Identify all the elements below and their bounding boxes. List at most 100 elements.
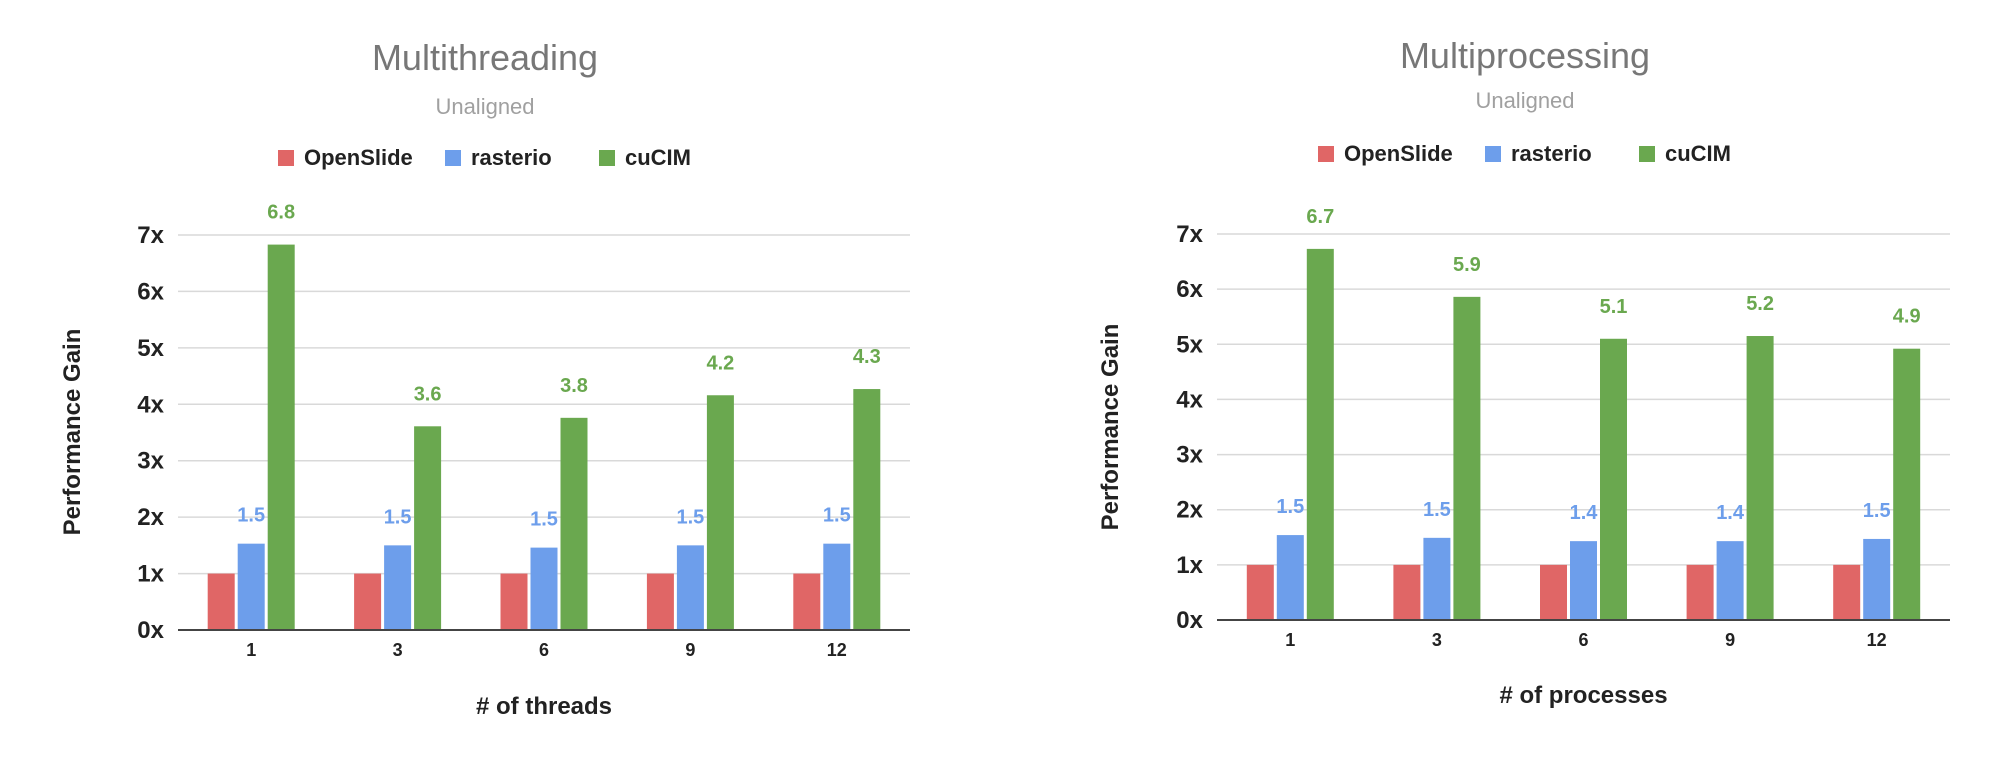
x-tick-label: 9 (685, 640, 695, 660)
legend-label-cucim: cuCIM (625, 145, 691, 170)
data-label-cucim-6: 3.8 (560, 375, 588, 397)
y-tick-label: 2x (137, 504, 164, 531)
legend-label-rasterio: rasterio (471, 145, 552, 170)
bar-cucim-9 (1746, 336, 1774, 620)
data-label-rasterio-3: 1.5 (384, 506, 412, 528)
bar-cucim-9 (706, 395, 734, 630)
y-tick-label: 2x (1176, 497, 1203, 524)
legend: OpenSlide rasterio cuCIM (1318, 141, 1731, 166)
legend-swatch-cucim (1639, 146, 1655, 162)
bar-cucim-3 (1453, 296, 1481, 620)
x-tick-label: 12 (1867, 630, 1887, 650)
bar-rasterio-9 (1716, 541, 1744, 620)
data-label-cucim-6: 5.1 (1600, 296, 1628, 318)
data-label-cucim-3: 5.9 (1453, 254, 1481, 276)
bar-openslide-12 (1833, 564, 1861, 620)
bar-cucim-6 (1600, 338, 1627, 620)
x-tick-label: 1 (1285, 630, 1295, 650)
data-label-cucim-3: 3.6 (414, 383, 442, 405)
x-axis-title: # of threads (476, 693, 612, 720)
bar-cucim-3 (414, 426, 442, 630)
multithreading-chart: Multithreading Unaligned OpenSlide rasterio… (59, 37, 910, 720)
chart-title: Multithreading (372, 37, 598, 78)
y-tick-label: 0x (137, 617, 164, 644)
chart-subtitle: Unaligned (435, 94, 534, 119)
bar-rasterio-12 (1863, 538, 1891, 620)
bar-rasterio-6 (1570, 541, 1597, 620)
multiprocessing-chart: Multiprocessing Unaligned OpenSlide rasteri… (1097, 35, 1950, 709)
bar-cucim-1 (267, 244, 295, 631)
data-label-cucim-12: 4.3 (853, 346, 881, 368)
y-tick-label: 5x (1176, 331, 1203, 358)
bar-rasterio-3 (384, 545, 412, 630)
y-axis-title: Performance Gain (1097, 324, 1124, 531)
y-axis-title: Performance Gain (59, 329, 86, 536)
bar-cucim-12 (853, 389, 881, 630)
data-label-rasterio-6: 1.4 (1570, 502, 1599, 524)
legend-swatch-openslide (278, 150, 294, 166)
bar-rasterio-6 (530, 547, 558, 630)
data-label-cucim-9: 5.2 (1746, 293, 1774, 315)
y-tick-label: 0x (1176, 607, 1203, 634)
bar-openslide-6 (1540, 564, 1567, 620)
data-label-rasterio-12: 1.5 (823, 505, 851, 527)
data-label-rasterio-1: 1.5 (237, 505, 265, 527)
legend-swatch-rasterio (445, 150, 461, 166)
bar-rasterio-1 (1276, 535, 1304, 620)
y-tick-label: 1x (137, 561, 164, 588)
y-tick-label: 3x (137, 448, 164, 475)
data-label-cucim-9: 4.2 (706, 352, 734, 374)
bar-openslide-3 (1393, 564, 1421, 620)
x-tick-label: 6 (1578, 630, 1588, 650)
bar-rasterio-1 (237, 543, 265, 630)
legend: OpenSlide rasterio cuCIM (278, 145, 691, 170)
bar-rasterio-3 (1423, 537, 1451, 620)
data-label-rasterio-6: 1.5 (530, 509, 558, 531)
bar-openslide-6 (500, 573, 528, 630)
bar-cucim-12 (1893, 348, 1921, 620)
legend-swatch-rasterio (1485, 146, 1501, 162)
data-label-rasterio-12: 1.5 (1863, 500, 1891, 522)
y-tick-label: 5x (137, 335, 164, 362)
bar-openslide-9 (646, 573, 674, 630)
legend-label-openslide: OpenSlide (304, 145, 413, 170)
data-label-cucim-1: 6.8 (267, 202, 295, 224)
data-label-cucim-12: 4.9 (1893, 306, 1921, 328)
data-label-rasterio-9: 1.4 (1716, 502, 1745, 524)
chart-title: Multiprocessing (1400, 35, 1650, 76)
x-tick-label: 1 (246, 640, 256, 660)
legend-label-rasterio: rasterio (1511, 141, 1592, 166)
y-tick-label: 6x (137, 278, 164, 305)
data-label-rasterio-3: 1.5 (1423, 499, 1451, 521)
x-axis-title: # of processes (1499, 682, 1667, 709)
y-tick-label: 6x (1176, 276, 1203, 303)
y-tick-label: 1x (1176, 552, 1203, 579)
y-tick-label: 4x (137, 391, 164, 418)
bar-openslide-12 (793, 573, 821, 630)
chart-subtitle: Unaligned (1475, 88, 1574, 113)
bar-cucim-6 (560, 417, 588, 630)
x-tick-label: 3 (393, 640, 403, 660)
bar-rasterio-9 (676, 545, 704, 630)
bar-openslide-1 (207, 573, 235, 630)
bar-openslide-1 (1246, 564, 1274, 620)
data-label-rasterio-1: 1.5 (1276, 496, 1304, 518)
x-tick-label: 12 (827, 640, 847, 660)
bar-rasterio-12 (823, 543, 851, 630)
x-tick-label: 3 (1432, 630, 1442, 650)
bar-openslide-9 (1686, 564, 1714, 620)
y-tick-label: 7x (1176, 221, 1203, 248)
legend-swatch-cucim (599, 150, 615, 166)
y-tick-label: 7x (137, 222, 164, 249)
legend-label-cucim: cuCIM (1665, 141, 1731, 166)
bar-openslide-3 (354, 573, 382, 630)
bar-cucim-1 (1306, 248, 1334, 621)
x-tick-label: 6 (539, 640, 549, 660)
x-tick-label: 9 (1725, 630, 1735, 650)
y-tick-label: 4x (1176, 386, 1203, 413)
data-label-cucim-1: 6.7 (1306, 206, 1334, 228)
legend-label-openslide: OpenSlide (1344, 141, 1453, 166)
y-tick-label: 3x (1176, 442, 1203, 469)
legend-swatch-openslide (1318, 146, 1334, 162)
